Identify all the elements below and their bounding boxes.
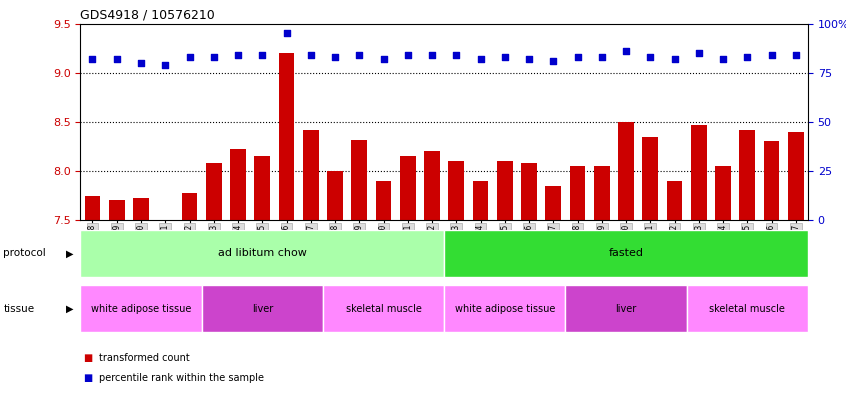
Point xyxy=(740,54,754,60)
Bar xyxy=(497,161,513,220)
Bar xyxy=(565,285,687,332)
Point xyxy=(789,52,803,58)
Point xyxy=(110,56,124,62)
Bar xyxy=(424,151,440,220)
Bar xyxy=(109,200,124,220)
Text: liver: liver xyxy=(251,303,273,314)
Point xyxy=(207,54,221,60)
Bar xyxy=(594,166,610,220)
Text: ad libitum chow: ad libitum chow xyxy=(217,248,307,259)
Point xyxy=(571,54,585,60)
Bar xyxy=(230,149,246,220)
Bar xyxy=(687,285,808,332)
Text: liver: liver xyxy=(615,303,637,314)
Bar xyxy=(569,166,585,220)
Text: skeletal muscle: skeletal muscle xyxy=(345,303,421,314)
Text: GDS4918 / 10576210: GDS4918 / 10576210 xyxy=(80,8,215,21)
Point xyxy=(401,52,415,58)
Bar xyxy=(400,156,415,220)
Text: ▶: ▶ xyxy=(67,303,74,314)
Text: tissue: tissue xyxy=(3,303,35,314)
Point xyxy=(328,54,342,60)
Text: transformed count: transformed count xyxy=(99,353,190,363)
Bar xyxy=(80,285,201,332)
Bar xyxy=(473,181,488,220)
Point xyxy=(255,52,269,58)
Point xyxy=(85,56,99,62)
Text: skeletal muscle: skeletal muscle xyxy=(709,303,785,314)
Point xyxy=(522,56,536,62)
Bar xyxy=(444,285,565,332)
Bar xyxy=(448,161,464,220)
Text: fasted: fasted xyxy=(608,248,644,259)
Text: percentile rank within the sample: percentile rank within the sample xyxy=(99,373,264,383)
Point xyxy=(231,52,244,58)
Bar xyxy=(351,140,367,220)
Bar xyxy=(764,141,779,220)
Bar xyxy=(691,125,706,220)
Text: ■: ■ xyxy=(83,353,92,363)
Point xyxy=(474,56,487,62)
Point xyxy=(547,58,560,64)
Point xyxy=(353,52,366,58)
Bar xyxy=(715,166,731,220)
Point xyxy=(498,54,512,60)
Bar xyxy=(85,196,101,220)
Point xyxy=(595,54,608,60)
Text: ▶: ▶ xyxy=(67,248,74,259)
Point xyxy=(280,30,294,37)
Point xyxy=(692,50,706,56)
Point xyxy=(304,52,317,58)
Bar xyxy=(278,53,294,220)
Bar xyxy=(255,156,270,220)
Text: ■: ■ xyxy=(83,373,92,383)
Point xyxy=(426,52,439,58)
Bar xyxy=(546,186,561,220)
Bar xyxy=(376,181,392,220)
Bar xyxy=(521,163,537,220)
Bar xyxy=(201,285,323,332)
Bar xyxy=(182,193,197,220)
Bar xyxy=(642,137,658,220)
Bar xyxy=(133,198,149,220)
Text: white adipose tissue: white adipose tissue xyxy=(454,303,555,314)
Bar xyxy=(667,181,683,220)
Bar xyxy=(618,122,634,220)
Point xyxy=(765,52,778,58)
Point xyxy=(644,54,657,60)
Bar xyxy=(327,171,343,220)
Text: white adipose tissue: white adipose tissue xyxy=(91,303,191,314)
Point xyxy=(667,56,681,62)
Bar xyxy=(739,130,755,220)
Bar xyxy=(206,163,222,220)
Bar xyxy=(80,230,444,277)
Bar xyxy=(444,230,808,277)
Point xyxy=(183,54,196,60)
Point xyxy=(158,62,172,68)
Bar xyxy=(323,285,444,332)
Point xyxy=(717,56,730,62)
Bar xyxy=(788,132,804,220)
Point xyxy=(135,60,148,66)
Point xyxy=(619,48,633,54)
Point xyxy=(449,52,463,58)
Point xyxy=(376,56,390,62)
Bar xyxy=(303,130,319,220)
Text: protocol: protocol xyxy=(3,248,47,259)
